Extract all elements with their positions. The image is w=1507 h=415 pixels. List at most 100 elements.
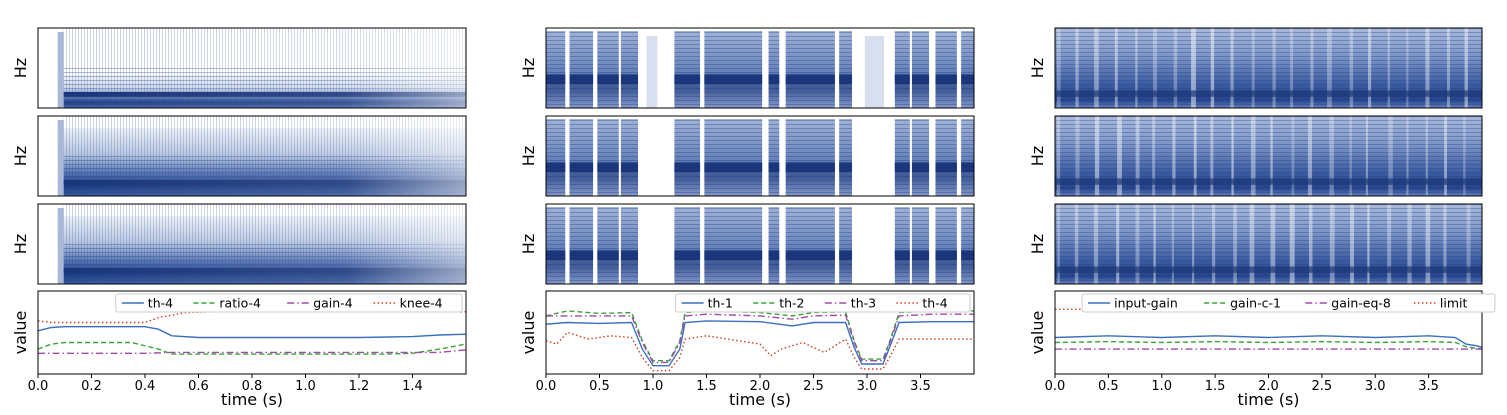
music-onset [1173,28,1178,108]
music-onset [1075,116,1080,196]
music-onset [1387,204,1392,284]
speech-harmonics [704,31,763,108]
x-tick-label: 1.5 [696,379,717,394]
series-line-th-1 [545,320,974,367]
music-onset [1270,204,1276,284]
speech-harmonics [768,207,780,284]
legend-label: gain-eq-8 [1331,296,1391,311]
spectrogram-image [38,28,466,108]
music-onset [1116,204,1120,284]
chart-column-2: Hz Hz Hz 0.0 0.5 1.0 1.5 2.0 2.5 3.0 3.5 time (s) va… [519,27,975,409]
x-tick-label: 2.0 [1258,379,1279,394]
music-bass [1055,90,1482,97]
speech-harmonics [911,31,930,108]
music-onset [1135,204,1140,284]
music-onset [1308,204,1313,284]
line-plot: 0.0 0.5 1.0 1.5 2.0 2.5 3.0 3.5 time (s) value th-… [519,290,975,409]
music-onset [1443,204,1447,284]
spectrogram-frame [37,115,467,197]
spectrogram-fade [63,28,466,108]
music-onset [1172,116,1176,196]
music-onset [1152,28,1158,108]
music-onset [1327,28,1332,108]
spectrogram-image [1055,116,1482,196]
x-tick-label: 1.0 [643,379,664,394]
music-onset [1153,204,1156,284]
spectrogram-image [38,116,466,196]
speech-harmonics [785,31,835,108]
spectrogram-frame [1054,203,1483,285]
spectrogram-image [546,28,974,108]
music-onset [1350,204,1355,284]
music-onset [1074,204,1079,284]
music-onset [1056,28,1061,108]
music-onset [1290,28,1294,108]
spectrogram-onset [57,32,64,108]
speech-harmonics [620,119,639,196]
music-onset [1152,116,1156,196]
speech-harmonics [839,119,853,196]
speech-noise [864,36,885,108]
speech-harmonics [768,119,780,196]
legend-label: limit [1440,296,1468,311]
line-plot: 0.0 0.5 1.0 1.5 2.0 2.5 3.0 3.5 time (s) value inp… [1028,290,1496,409]
music-onset [1444,116,1447,196]
x-axis-label: time (s) [221,390,283,409]
music-onset [1367,28,1372,108]
x-tick-label: 3.5 [910,379,931,394]
music-onset [1466,204,1471,284]
spectrogram-frame [545,27,975,109]
speech-harmonics [674,119,701,196]
music-onset [1251,28,1255,108]
speech-harmonics [597,119,619,196]
speech-harmonics [768,31,780,108]
x-tick-label: 0.0 [28,379,49,394]
speech-harmonics [785,119,835,196]
speech-harmonics [546,31,566,108]
legend: th-1 th-2 th-3 th-4 [675,293,971,313]
spectrogram-image [1055,204,1482,284]
speech-harmonics [785,207,835,284]
legend-label: th-2 [779,296,804,311]
series-line-th-4 [545,331,974,372]
spectrogram-ylabel: Hz [1028,234,1047,254]
speech-noise [646,36,658,108]
music-bass [1055,266,1482,273]
music-onset [1365,116,1368,196]
music-onset [1291,116,1295,196]
legend-label: th-4 [148,296,173,311]
x-tick-label: 1.5 [1205,379,1226,394]
panels-container: Hz Hz Hz 0.0 0.2 0.4 0.6 0.8 1.0 1.2 1.4 time (s) va… [11,27,1496,409]
x-tick-label: 0.0 [536,379,557,394]
music-onset [1425,116,1428,196]
music-onset [1329,204,1335,284]
music-onset [1406,28,1409,108]
music-onset [1310,28,1314,108]
speech-harmonics [894,207,910,284]
x-tick-label: 0.5 [1098,379,1119,394]
legend-label: gain-c-1 [1230,296,1281,311]
music-onset [1135,28,1138,108]
legend-box [1081,293,1496,313]
music-onset [1192,204,1195,284]
music-onset [1407,204,1412,284]
music-onset [1210,28,1215,108]
music-onset [1231,116,1234,196]
music-onset [1093,204,1099,284]
music-onset [1307,116,1313,196]
spectrogram-fade [63,204,466,284]
legend-label: th-4 [922,296,947,311]
spectrogram-ylabel: Hz [519,58,538,78]
speech-harmonics [704,119,763,196]
speech-harmonics [894,119,910,196]
x-tick-label: 0.8 [242,379,263,394]
x-tick-label: 2.5 [1312,379,1333,394]
x-tick-label: 2.0 [750,379,771,394]
music-onset [1447,28,1450,108]
music-onset [1075,28,1079,108]
x-tick-label: 0.6 [188,379,209,394]
music-onset [1193,116,1197,196]
music-onset [1270,116,1273,196]
x-tick-label: 3.5 [1418,379,1439,394]
speech-harmonics [597,207,619,284]
